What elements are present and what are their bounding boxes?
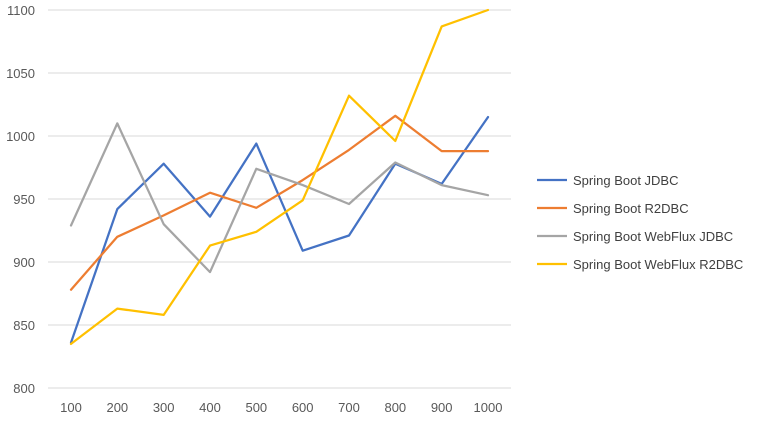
series-line-4 xyxy=(69,8,490,346)
y-tick-label: 850 xyxy=(13,318,35,333)
x-tick-label: 1000 xyxy=(474,400,503,415)
y-tick-label: 900 xyxy=(13,255,35,270)
x-tick-label: 100 xyxy=(60,400,82,415)
x-tick-label: 200 xyxy=(106,400,128,415)
y-tick-label: 1100 xyxy=(7,3,35,18)
y-tick-label: 1000 xyxy=(6,129,35,144)
y-axis-ticks: 800 850 900 950 1000 1050 1100 xyxy=(6,3,35,396)
legend: Spring Boot JDBC Spring Boot R2DBC Spring … xyxy=(537,173,743,272)
series-line-3 xyxy=(69,122,490,274)
y-tick-label: 1050 xyxy=(6,66,35,81)
legend-label-3: Spring Boot WebFlux JDBC xyxy=(573,229,733,244)
x-tick-label: 500 xyxy=(245,400,267,415)
legend-label-4: Spring Boot WebFlux R2DBC xyxy=(573,257,743,272)
legend-label-1: Spring Boot JDBC xyxy=(573,173,679,188)
x-tick-label: 800 xyxy=(384,400,406,415)
x-tick-label: 700 xyxy=(338,400,360,415)
series-lines xyxy=(69,8,490,346)
x-axis-ticks: 100 200 300 400 500 600 700 800 900 1000 xyxy=(60,400,502,415)
y-tick-label: 950 xyxy=(13,192,35,207)
series-line-2 xyxy=(69,114,490,291)
gridlines xyxy=(48,9,511,389)
x-tick-label: 600 xyxy=(292,400,314,415)
legend-label-2: Spring Boot R2DBC xyxy=(573,201,689,216)
x-tick-label: 900 xyxy=(431,400,453,415)
x-tick-label: 400 xyxy=(199,400,221,415)
y-tick-label: 800 xyxy=(13,381,35,396)
x-tick-label: 300 xyxy=(153,400,175,415)
